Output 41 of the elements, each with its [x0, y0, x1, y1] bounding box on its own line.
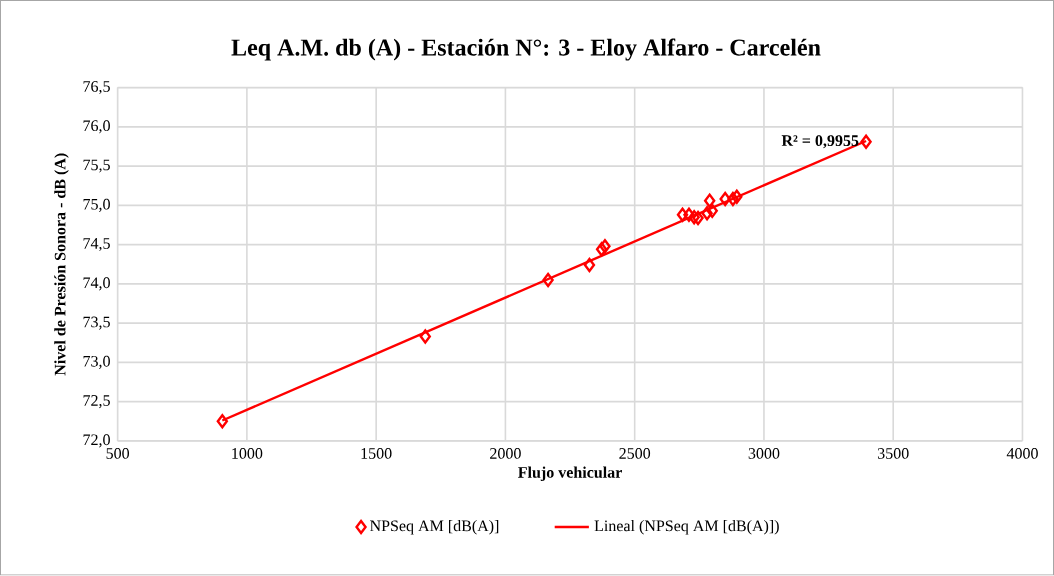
x-axis-title: Flujo vehicular — [518, 466, 622, 482]
point — [595, 242, 608, 257]
point — [727, 192, 739, 207]
point — [599, 239, 611, 254]
y-tick-label: 72,5 — [83, 395, 110, 409]
x-tick-label: 3000 — [748, 448, 780, 460]
legend-label: Lineal (NPSeq AM [dB(A)]) — [594, 520, 779, 535]
point — [676, 207, 689, 223]
point — [719, 192, 731, 207]
y-tick-label: 73,5 — [83, 316, 110, 330]
x-tick-label: 2500 — [619, 448, 651, 460]
point — [419, 329, 431, 344]
y-tick-label: 74,0 — [83, 277, 110, 291]
y-tick-label: 74,5 — [83, 238, 110, 252]
y-tick-label: 75,5 — [83, 159, 110, 173]
point — [688, 210, 700, 225]
point — [860, 134, 872, 150]
x-tick-label: 2000 — [490, 448, 521, 460]
y-axis-title: Nivel de Presión Sonora - dB (A) — [54, 153, 69, 376]
chart-title: Leq A.M. db (A) - Estación N°: 3 - Eloy Alfaro - Carcelén — [231, 38, 821, 61]
point — [583, 258, 596, 273]
point — [692, 210, 704, 226]
annotation: R² = 0,9955 — [781, 135, 859, 149]
y-tick-label: 72,0 — [83, 434, 110, 448]
point — [701, 206, 713, 221]
y-tick-label: 76,5 — [83, 81, 110, 95]
y-tick-label: 73,0 — [83, 356, 110, 370]
y-tick-label: 76,0 — [83, 120, 110, 134]
point — [542, 272, 554, 288]
point — [731, 189, 743, 205]
point — [706, 203, 718, 219]
legend-label: NPSeq AM [dB(A)] — [370, 520, 499, 535]
y-tick-label: 75,0 — [83, 199, 110, 213]
point — [703, 193, 716, 209]
x-tick-label: 1000 — [232, 448, 263, 460]
x-tick-label: 3500 — [877, 448, 909, 460]
point — [216, 414, 229, 429]
x-tick-label: 1500 — [361, 448, 392, 460]
x-tick-label: 4000 — [1006, 448, 1038, 460]
point — [683, 207, 695, 223]
x-tick-label: 500 — [106, 448, 130, 460]
